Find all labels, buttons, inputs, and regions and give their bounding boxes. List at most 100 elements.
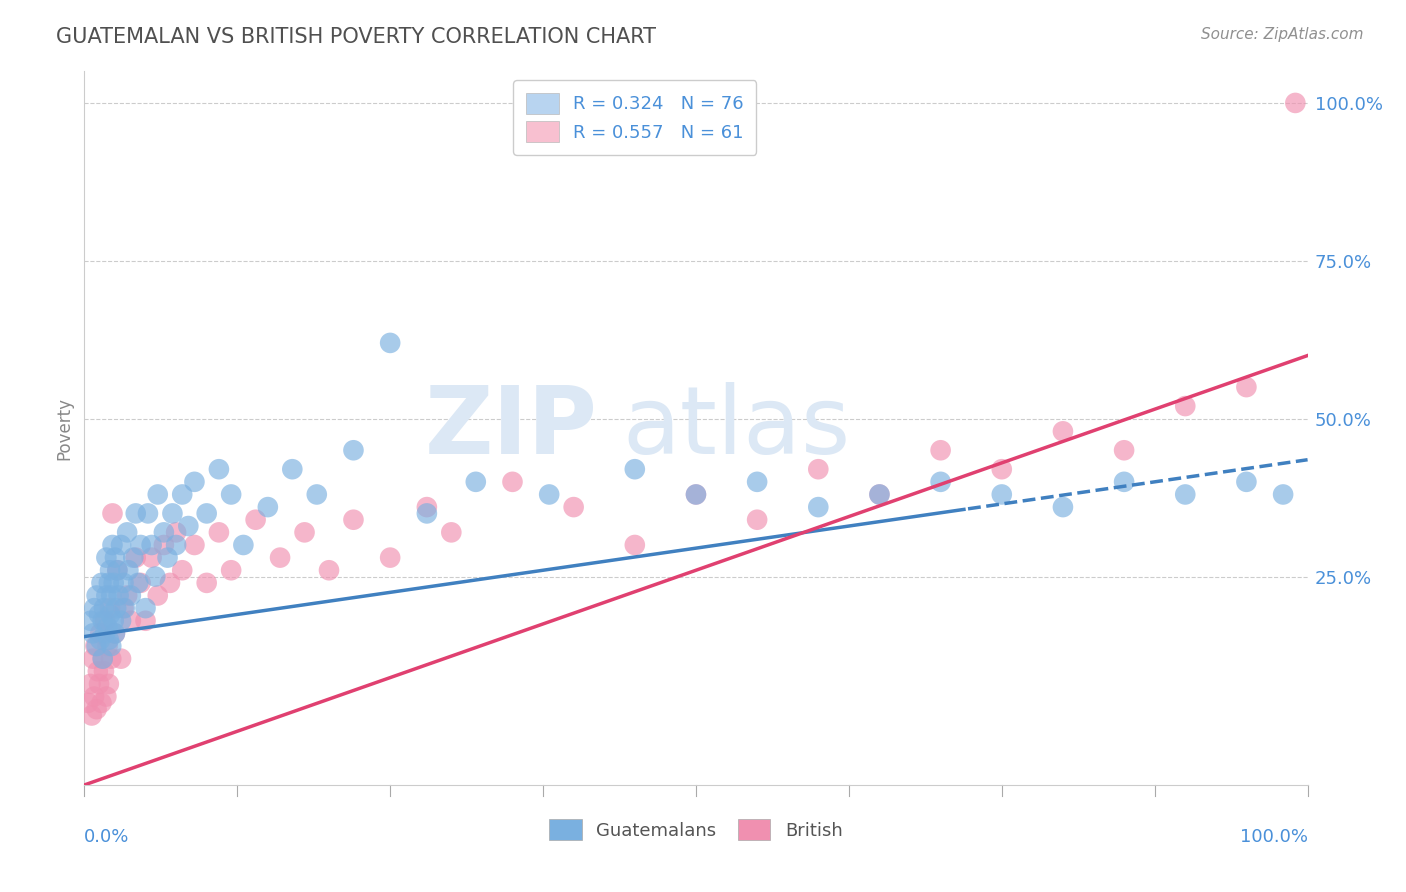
Point — [83, 690, 105, 704]
Point — [79, 677, 101, 691]
Point — [91, 614, 114, 628]
Point — [624, 462, 647, 476]
Point — [1174, 399, 1197, 413]
Point — [107, 589, 129, 603]
Point — [141, 550, 163, 565]
Point — [747, 475, 769, 489]
Point — [89, 632, 111, 647]
Point — [219, 487, 242, 501]
Point — [195, 575, 218, 590]
Point — [135, 601, 157, 615]
Point — [869, 487, 891, 501]
Point — [1284, 95, 1306, 110]
Point — [172, 563, 194, 577]
Point — [991, 487, 1014, 501]
Point — [141, 538, 163, 552]
Point — [97, 620, 120, 634]
Point — [104, 626, 127, 640]
Point — [127, 575, 149, 590]
Point — [115, 525, 138, 540]
Point — [86, 589, 108, 603]
Point — [104, 550, 127, 565]
Point — [104, 626, 127, 640]
Point — [120, 589, 142, 603]
Point — [80, 708, 103, 723]
Legend: Guatemalans, British: Guatemalans, British — [543, 812, 849, 847]
Point — [208, 462, 231, 476]
Point — [1114, 475, 1136, 489]
Point — [87, 607, 110, 622]
Text: 0.0%: 0.0% — [84, 828, 129, 846]
Text: GUATEMALAN VS BRITISH POVERTY CORRELATION CHART: GUATEMALAN VS BRITISH POVERTY CORRELATIO… — [56, 27, 657, 46]
Point — [416, 500, 439, 514]
Point — [97, 677, 120, 691]
Point — [1052, 500, 1074, 514]
Point — [929, 475, 952, 489]
Point — [84, 639, 107, 653]
Point — [98, 607, 121, 622]
Point — [153, 525, 176, 540]
Point — [98, 601, 121, 615]
Point — [97, 632, 120, 647]
Point — [129, 538, 152, 552]
Point — [79, 614, 101, 628]
Point — [1272, 487, 1295, 501]
Point — [122, 550, 145, 565]
Point — [98, 563, 121, 577]
Point — [135, 614, 157, 628]
Point — [294, 525, 316, 540]
Point — [136, 507, 159, 521]
Point — [807, 462, 830, 476]
Point — [1174, 487, 1197, 501]
Point — [89, 626, 111, 640]
Point — [105, 563, 128, 577]
Point — [747, 513, 769, 527]
Text: atlas: atlas — [623, 382, 851, 475]
Point — [96, 690, 118, 704]
Point — [114, 601, 136, 615]
Point — [318, 563, 340, 577]
Point — [232, 538, 254, 552]
Point — [100, 651, 122, 665]
Point — [183, 475, 205, 489]
Point — [342, 443, 364, 458]
Point — [91, 651, 114, 665]
Point — [416, 507, 439, 521]
Point — [90, 575, 112, 590]
Point — [156, 550, 179, 565]
Point — [807, 500, 830, 514]
Point — [208, 525, 231, 540]
Point — [100, 639, 122, 653]
Point — [257, 500, 280, 514]
Point — [103, 575, 125, 590]
Point — [1052, 425, 1074, 439]
Point — [112, 601, 135, 615]
Point — [94, 614, 117, 628]
Text: 100.0%: 100.0% — [1240, 828, 1308, 846]
Point — [1236, 475, 1258, 489]
Point — [97, 639, 120, 653]
Point — [991, 462, 1014, 476]
Point — [172, 487, 194, 501]
Point — [502, 475, 524, 489]
Point — [117, 563, 139, 577]
Point — [146, 589, 169, 603]
Point — [380, 335, 402, 350]
Point — [96, 589, 118, 603]
Point — [146, 487, 169, 501]
Point — [929, 443, 952, 458]
Point — [685, 487, 707, 501]
Point — [105, 601, 128, 615]
Point — [110, 651, 132, 665]
Point — [183, 538, 205, 552]
Point — [685, 487, 707, 501]
Point — [159, 575, 181, 590]
Point — [195, 507, 218, 521]
Point — [86, 639, 108, 653]
Point — [305, 487, 328, 501]
Point — [96, 550, 118, 565]
Point — [219, 563, 242, 577]
Point — [143, 569, 166, 583]
Point — [82, 626, 104, 640]
Point — [105, 563, 128, 577]
